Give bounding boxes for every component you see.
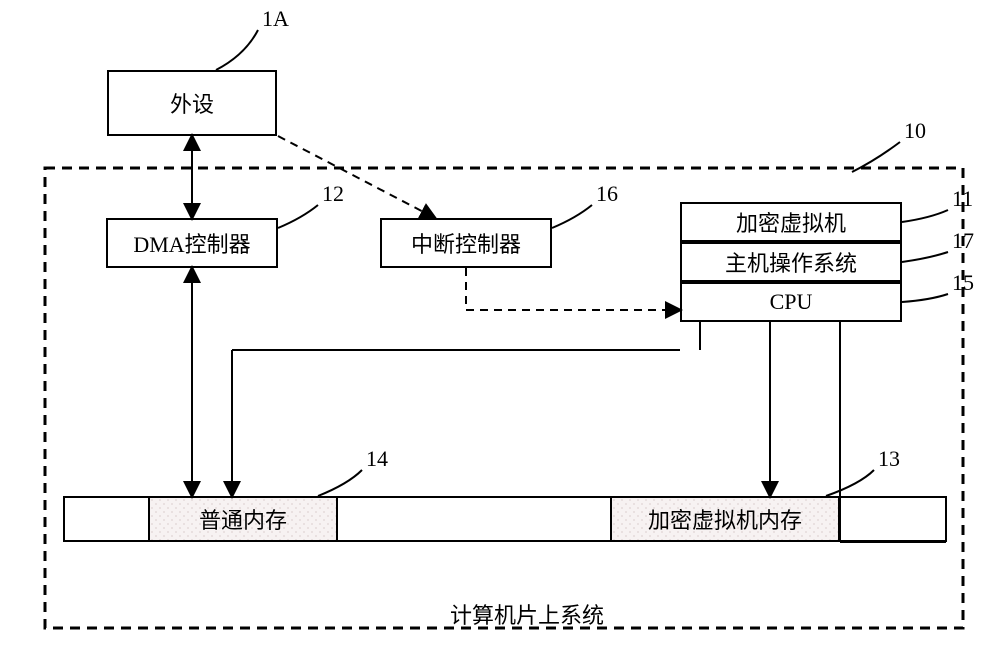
ref-11: 11 [952, 186, 973, 212]
ref-10: 10 [904, 118, 926, 144]
encrypted-vm-memory-box: 加密虚拟机内存 [610, 496, 840, 542]
dma-controller-box: DMA控制器 [106, 218, 278, 268]
peripheral-box: 外设 [107, 70, 277, 136]
ref-14: 14 [366, 446, 388, 472]
encrypted-vm-box: 加密虚拟机 [680, 202, 902, 242]
ref-12: 12 [322, 181, 344, 207]
diagram-stage: 外设 DMA控制器 中断控制器 加密虚拟机 主机操作系统 CPU 普通内存 加密… [0, 0, 1000, 657]
interrupt-controller-box: 中断控制器 [380, 218, 552, 268]
ref-16: 16 [596, 181, 618, 207]
encrypted-vm-memory-label: 加密虚拟机内存 [648, 503, 802, 535]
peripheral-label: 外设 [170, 87, 214, 119]
ref-15: 15 [952, 270, 974, 296]
ref-13: 13 [878, 446, 900, 472]
ref-1A: 1A [262, 6, 289, 32]
ref-17: 17 [952, 228, 974, 254]
plain-memory-box: 普通内存 [148, 496, 338, 542]
encrypted-vm-label: 加密虚拟机 [736, 206, 846, 238]
cpu-box: CPU [680, 282, 902, 322]
soc-caption: 计算机片上系统 [450, 598, 604, 630]
host-os-label: 主机操作系统 [725, 246, 857, 278]
host-os-box: 主机操作系统 [680, 242, 902, 282]
interrupt-controller-label: 中断控制器 [411, 227, 521, 259]
cpu-label: CPU [770, 289, 813, 315]
plain-memory-label: 普通内存 [199, 503, 287, 535]
dma-controller-label: DMA控制器 [133, 227, 250, 259]
